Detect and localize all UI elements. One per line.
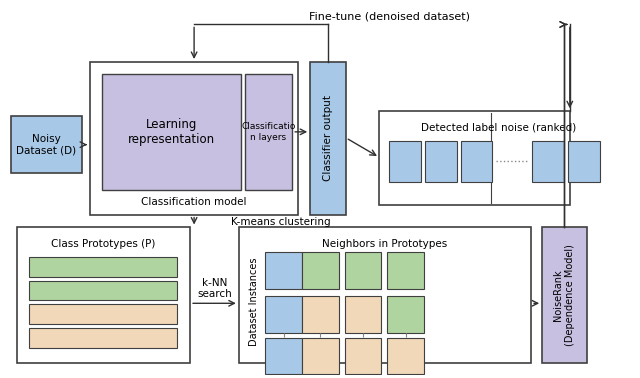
Text: K-means clustering: K-means clustering bbox=[230, 217, 330, 226]
Bar bbox=[266, 338, 302, 374]
Text: noise (ranked): noise (ranked) bbox=[502, 123, 577, 133]
Bar bbox=[345, 296, 381, 333]
Bar bbox=[11, 116, 82, 173]
Bar bbox=[380, 111, 570, 205]
Bar bbox=[29, 328, 177, 348]
Bar bbox=[244, 74, 292, 190]
Bar bbox=[302, 338, 339, 374]
Bar bbox=[302, 252, 339, 288]
Bar bbox=[542, 228, 587, 363]
Text: Fine-tune (denoised dataset): Fine-tune (denoised dataset) bbox=[309, 12, 470, 22]
Bar bbox=[461, 141, 493, 182]
Bar bbox=[387, 338, 424, 374]
Bar bbox=[29, 304, 177, 324]
Text: Classification model: Classification model bbox=[141, 197, 247, 207]
Text: Noisy
Dataset (D): Noisy Dataset (D) bbox=[17, 134, 76, 155]
Text: Learning
representation: Learning representation bbox=[128, 118, 215, 146]
Text: Neighbors in Prototypes: Neighbors in Prototypes bbox=[322, 239, 447, 249]
Text: Classifier output: Classifier output bbox=[323, 95, 333, 181]
Bar bbox=[345, 338, 381, 374]
Text: Dataset Instances: Dataset Instances bbox=[248, 257, 259, 345]
Bar bbox=[387, 252, 424, 288]
Bar bbox=[90, 62, 298, 215]
Bar bbox=[29, 280, 177, 301]
Bar bbox=[389, 141, 421, 182]
Bar bbox=[425, 141, 457, 182]
Bar bbox=[302, 296, 339, 333]
Bar bbox=[239, 228, 531, 363]
Bar bbox=[345, 252, 381, 288]
Text: NoiseRank
(Dependence Model): NoiseRank (Dependence Model) bbox=[553, 245, 575, 346]
Bar bbox=[266, 296, 302, 333]
Text: k-NN
search: k-NN search bbox=[198, 278, 232, 299]
Bar bbox=[568, 141, 600, 182]
Text: Classificatio
n layers: Classificatio n layers bbox=[241, 122, 296, 141]
Bar bbox=[532, 141, 564, 182]
Bar bbox=[266, 252, 302, 288]
Bar bbox=[102, 74, 241, 190]
Text: Detected label: Detected label bbox=[420, 123, 497, 133]
Bar bbox=[310, 62, 346, 215]
Bar bbox=[387, 296, 424, 333]
Text: Class Prototypes (P): Class Prototypes (P) bbox=[51, 239, 155, 249]
Bar bbox=[17, 228, 190, 363]
Bar bbox=[29, 257, 177, 277]
